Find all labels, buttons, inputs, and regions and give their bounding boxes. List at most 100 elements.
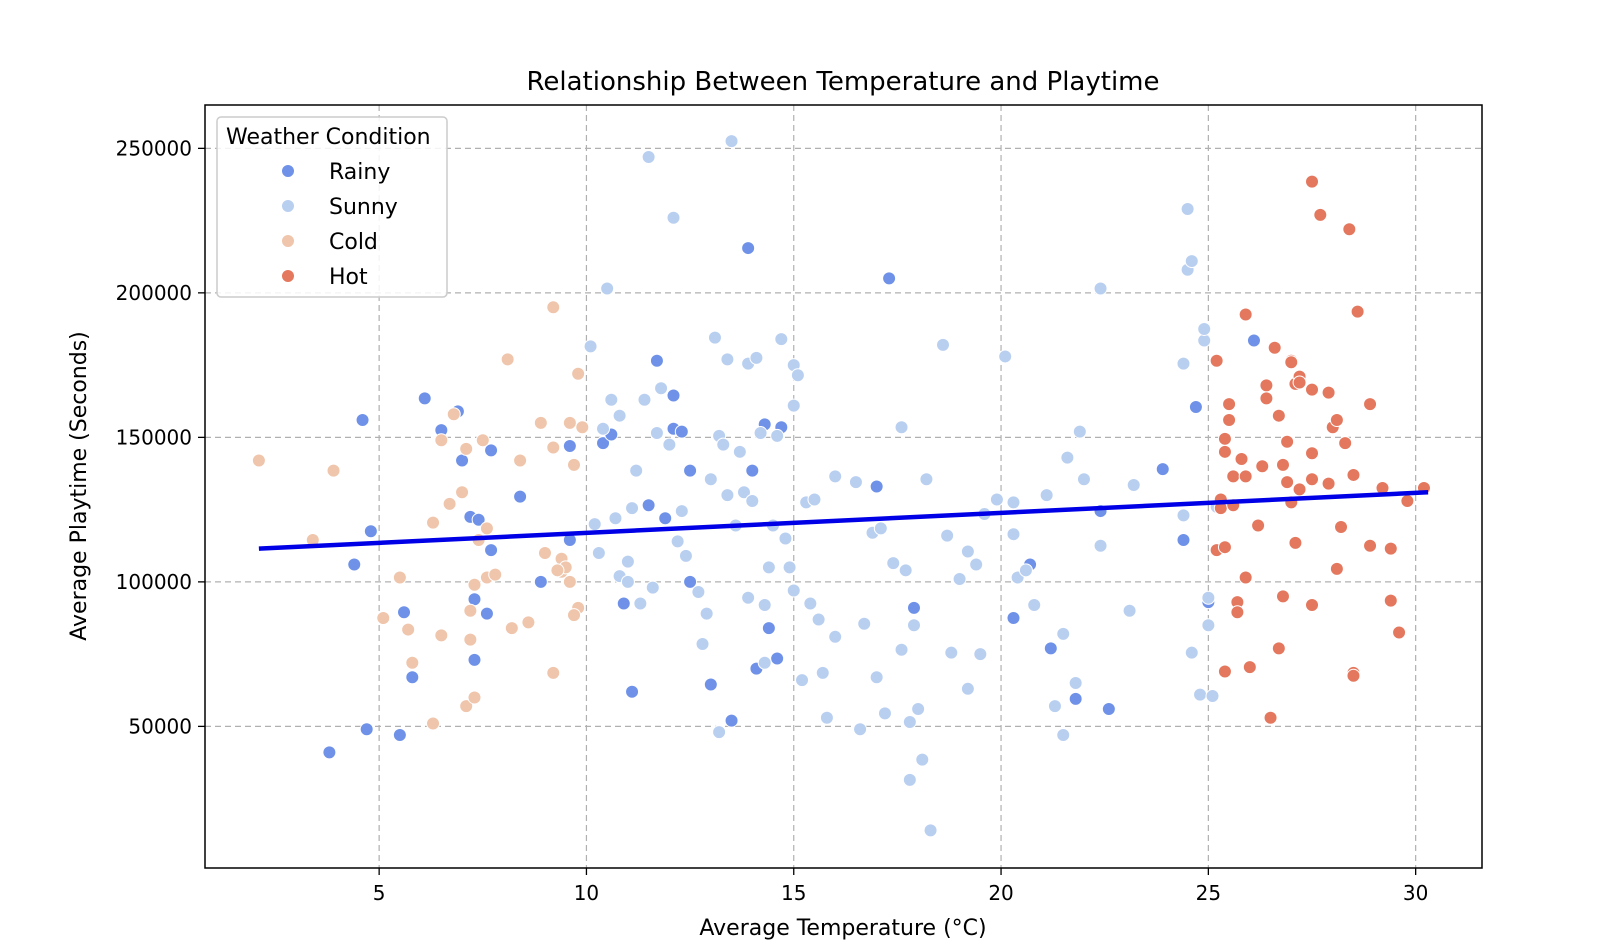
point-sunny (695, 637, 710, 652)
point-cold (546, 440, 561, 455)
point-sunny (815, 665, 830, 680)
y-tick-label: 150000 (116, 425, 192, 449)
point-rainy (616, 596, 631, 611)
point-rainy (1068, 691, 1083, 706)
point-sunny (898, 563, 913, 578)
point-hot (1255, 459, 1270, 474)
point-sunny (629, 463, 644, 478)
point-hot (1288, 535, 1303, 550)
point-sunny (902, 715, 917, 730)
point-sunny (699, 606, 714, 621)
point-sunny (670, 534, 685, 549)
x-tick-label: 20 (988, 881, 1013, 905)
point-hot (1230, 605, 1245, 620)
point-sunny (1201, 618, 1216, 633)
legend-label-sunny: Sunny (329, 195, 398, 220)
point-rainy (471, 512, 486, 527)
data-points (251, 134, 1431, 838)
point-rainy (455, 453, 470, 468)
point-sunny (1093, 538, 1108, 553)
point-sunny (1205, 689, 1220, 704)
point-sunny (645, 580, 660, 595)
point-sunny (1076, 472, 1091, 487)
point-cold (459, 699, 474, 714)
point-rainy (625, 684, 640, 699)
point-hot (1222, 397, 1237, 412)
point-cold (475, 433, 490, 448)
point-sunny (1047, 699, 1062, 714)
x-tick-label: 25 (1196, 881, 1221, 905)
point-cold (571, 366, 586, 381)
point-sunny (1180, 202, 1195, 217)
point-sunny (1068, 676, 1083, 691)
legend-marker-rainy (281, 164, 295, 178)
x-tick-label: 5 (373, 881, 386, 905)
point-hot (1363, 397, 1378, 412)
point-hot (1338, 436, 1353, 451)
point-sunny (911, 702, 926, 717)
point-sunny (1176, 356, 1191, 371)
point-cold (392, 570, 407, 585)
point-hot (1242, 660, 1257, 675)
point-sunny (757, 597, 772, 612)
point-rainy (745, 463, 760, 478)
point-sunny (853, 722, 868, 737)
point-cold (467, 577, 482, 592)
point-sunny (1193, 687, 1208, 702)
point-cold (401, 622, 416, 637)
point-sunny (1184, 254, 1199, 269)
point-hot (1217, 431, 1232, 446)
point-sunny (873, 521, 888, 536)
point-sunny (678, 548, 693, 563)
legend-marker-sunny (281, 199, 295, 213)
point-rainy (1043, 641, 1058, 656)
point-rainy (513, 489, 528, 504)
point-hot (1321, 385, 1336, 400)
point-sunny (583, 339, 598, 354)
point-rainy (562, 439, 577, 454)
y-tick-label: 50000 (128, 714, 192, 738)
point-sunny (828, 629, 843, 644)
point-hot (1305, 472, 1320, 487)
point-rainy (658, 511, 673, 526)
point-cold (434, 433, 449, 448)
point-cold (459, 441, 474, 456)
point-sunny (998, 349, 1013, 364)
point-hot (1284, 355, 1299, 370)
point-sunny (803, 596, 818, 611)
point-hot (1305, 174, 1320, 189)
legend-label-rainy: Rainy (329, 160, 390, 185)
point-sunny (774, 332, 789, 347)
point-rainy (355, 413, 370, 428)
point-hot (1222, 413, 1237, 428)
point-rainy (397, 605, 412, 620)
point-cold (575, 420, 590, 435)
point-rainy (1176, 532, 1191, 547)
legend-title: Weather Condition (226, 125, 431, 150)
point-sunny (915, 752, 930, 767)
point-sunny (707, 330, 722, 345)
point-rainy (359, 722, 374, 737)
point-sunny (761, 560, 776, 575)
point-sunny (919, 472, 934, 487)
point-sunny (712, 725, 727, 740)
point-sunny (1039, 488, 1054, 503)
point-hot (1321, 476, 1336, 491)
point-hot (1217, 664, 1232, 679)
point-rainy (1188, 400, 1203, 415)
point-sunny (1126, 478, 1141, 493)
point-sunny (1197, 321, 1212, 336)
point-rainy (770, 651, 785, 666)
point-sunny (625, 501, 640, 516)
point-hot (1259, 378, 1274, 393)
point-hot (1238, 570, 1253, 585)
point-sunny (745, 493, 760, 508)
point-cold (455, 485, 470, 500)
point-sunny (1176, 508, 1191, 523)
point-sunny (741, 590, 756, 605)
point-hot (1292, 375, 1307, 390)
point-sunny (620, 574, 635, 589)
point-sunny (790, 368, 805, 383)
chart-title: Relationship Between Temperature and Pla… (526, 67, 1159, 97)
point-hot (1313, 207, 1328, 222)
